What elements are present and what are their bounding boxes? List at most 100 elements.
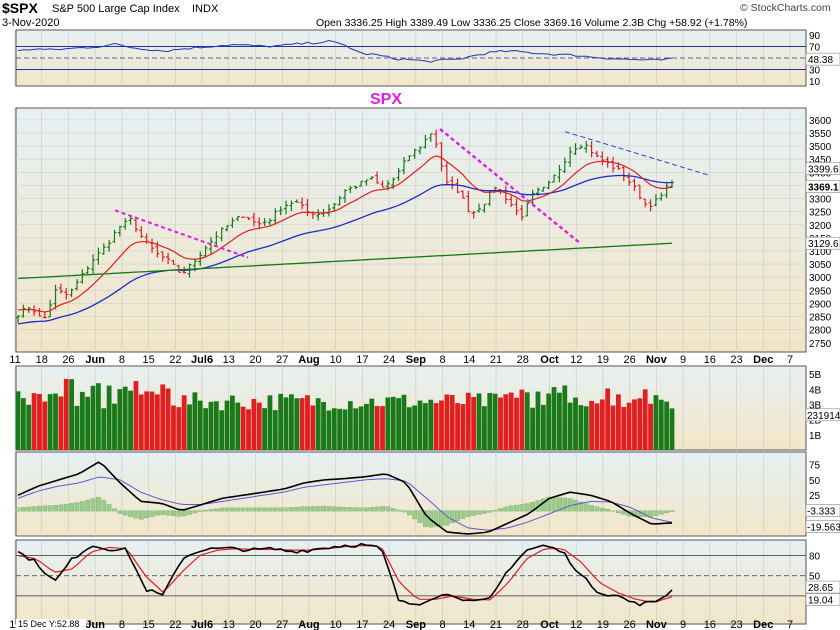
macd-histogram-bar [487, 510, 493, 513]
volume-bar [610, 405, 616, 450]
x-axis-label: Oct [540, 619, 559, 630]
y-axis-label: 75 [809, 460, 821, 471]
last-value-tag [805, 52, 840, 66]
macd-histogram-bar [498, 508, 503, 512]
y-axis-label: 2950 [809, 286, 832, 297]
x-axis-label: 10 [330, 619, 342, 630]
macd-histogram-bar [203, 509, 208, 512]
x-axis-label: 23 [730, 354, 742, 366]
volume-bar [465, 392, 471, 450]
macd-histogram-bar [256, 507, 262, 512]
x-axis-label: 15 [142, 354, 154, 366]
volume-bar [187, 404, 192, 450]
macd-histogram-bar [342, 507, 348, 512]
macd-histogram-bar [417, 510, 423, 523]
volume-bar [37, 394, 42, 450]
x-axis-label: Jun [85, 354, 105, 366]
volume-bar [546, 393, 552, 450]
volume-bar [117, 389, 123, 450]
volume-bar [342, 409, 348, 450]
macd-histogram-bar [187, 510, 192, 515]
last-value-label: 2319146 [807, 411, 840, 422]
x-axis-label: 12 [570, 619, 582, 630]
volume-bar [439, 400, 444, 450]
last-value-tag [805, 236, 840, 250]
volume-bar [154, 394, 160, 450]
macd-histogram-bar [315, 506, 321, 512]
volume-bar [219, 410, 225, 450]
macd-histogram-bar [331, 506, 337, 512]
macd-histogram-bar [396, 509, 401, 512]
x-axis-label: 8 [119, 619, 125, 630]
volume-bar [246, 409, 251, 450]
x-axis-label: 19 [597, 354, 609, 366]
volume-bar [648, 403, 653, 450]
volume-bar [498, 397, 503, 450]
x-axis-label: 8 [440, 354, 446, 366]
macd-histogram-bar [208, 509, 214, 512]
x-axis-label: Dec [753, 619, 773, 630]
x-axis-label: 9 [680, 619, 686, 630]
last-value-tag [805, 593, 840, 606]
volume-bar [138, 394, 144, 450]
volume-bar [540, 404, 546, 450]
macd-histogram-bar [594, 506, 600, 512]
macd-histogram-bar [272, 507, 278, 512]
x-axis-label: 21 [490, 354, 502, 366]
y-axis-label: 3300 [809, 195, 832, 206]
macd-histogram-bar [589, 505, 594, 512]
x-axis-label: 22 [169, 619, 181, 630]
x-axis-label: 22 [169, 354, 181, 366]
volume-bar [347, 401, 353, 450]
volume-bar [69, 379, 75, 450]
volume-bar [31, 393, 37, 450]
volume-bar [455, 403, 460, 450]
macd-histogram-bar [47, 505, 53, 512]
volume-bar [181, 395, 187, 450]
volume-bar [321, 402, 326, 450]
x-axis-label: Nov [646, 619, 668, 630]
y-axis-label: 3250 [809, 208, 832, 219]
macd-histogram-bar [664, 510, 669, 514]
x-axis-label: 20 [249, 354, 261, 366]
macd-histogram-bar [610, 510, 616, 512]
y-axis-label: 10 [809, 77, 821, 88]
x-axis-label: 28 [517, 354, 529, 366]
y-axis-label: 3500 [809, 142, 832, 153]
volume-bar [272, 410, 278, 450]
x-axis-label: 26 [624, 354, 636, 366]
x-axis-label: 12 [570, 354, 582, 366]
last-value-label: 3369.1 [808, 182, 839, 193]
y-axis-label: 30 [809, 66, 821, 77]
macd-histogram-bar [616, 510, 621, 514]
macd-histogram-bar [96, 496, 101, 512]
x-axis-label: 23 [730, 619, 742, 630]
x-axis-label: Jul6 [191, 619, 213, 630]
y-axis-label: 3550 [809, 129, 832, 140]
volume-bar [460, 403, 466, 450]
y-axis-label: 2B [809, 416, 822, 427]
x-axis-label: 16 [704, 619, 716, 630]
macd-line [17, 461, 673, 535]
macd-histogram-bar [262, 507, 267, 512]
last-value-label: 3129.6 [808, 239, 839, 250]
volume-bar [310, 405, 316, 450]
last-value-tag [805, 408, 840, 422]
y-axis-label: 3200 [809, 221, 832, 232]
macd-histogram-bar [621, 510, 627, 515]
macd-histogram-bar [337, 506, 342, 512]
volume-bar [96, 383, 101, 450]
macd-histogram-bar [658, 510, 664, 515]
macd-histogram-bar [267, 507, 273, 512]
volume-bar [626, 402, 632, 450]
volume-bar [165, 388, 171, 450]
macd-histogram-bar [492, 510, 498, 512]
volume-bar [47, 394, 53, 450]
macd-histogram-bar [106, 504, 112, 512]
macd-histogram-bar [348, 507, 353, 512]
y-axis-label: 3100 [809, 247, 832, 258]
last-value-tag [805, 520, 840, 533]
volume-bar [299, 398, 305, 450]
x-axis-label: Nov [646, 354, 668, 366]
macd-histogram-bar [476, 510, 482, 515]
